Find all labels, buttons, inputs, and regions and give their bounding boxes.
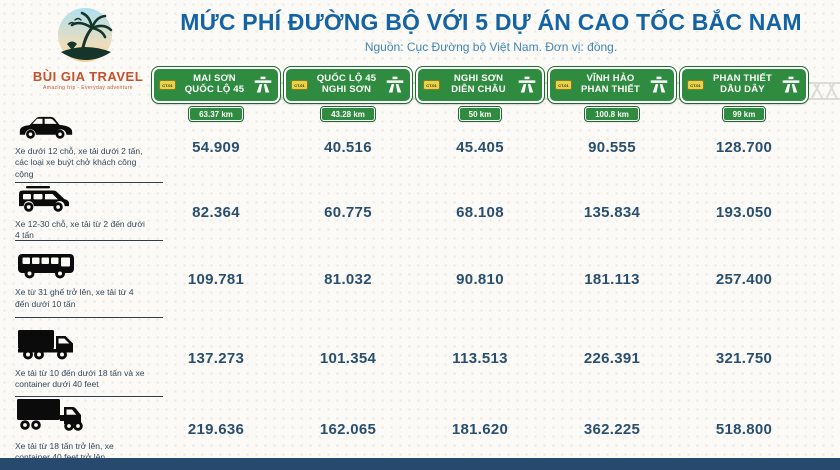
highway-icon <box>650 76 668 93</box>
fee-value: 90.555 <box>588 138 636 156</box>
logo-name: BÙI GIA TRAVEL <box>32 69 144 84</box>
sign-line1: MAI SƠN <box>193 73 236 85</box>
fee-value: 321.750 <box>715 349 773 367</box>
row-divider <box>15 396 163 397</box>
vehicle-label: Xe 12-30 chỗ, xe tải từ 2 đến dưới 4 tấn <box>15 218 145 240</box>
row-divider <box>15 240 163 241</box>
sign-line1: QUỐC LỘ 45 <box>316 73 377 85</box>
sign-line2: QUỐC LỘ 45 <box>184 84 245 95</box>
distance-badge: 99 km <box>721 106 767 122</box>
table-row-van: Xe 12-30 chỗ, xe tải từ 2 đến dưới 4 tấn… <box>0 184 840 240</box>
row-divider <box>15 317 163 318</box>
sign-line1: VĨNH HẢO <box>586 73 635 85</box>
vehicle-label: Xe tải từ 18 tấn trở lên, xe container 4… <box>15 440 114 462</box>
column-header-vinh-hao-phan-thiet: CT.01 VĨNH HẢO PHAN THIẾT 100.8 km <box>546 66 678 122</box>
fee-value: 226.391 <box>583 349 641 367</box>
route-number-badge: CT.01 <box>687 80 704 90</box>
fee-value: 128.700 <box>715 138 773 156</box>
column-header-mai-son-ql45: CT.01 MAI SƠN QUỐC LỘ 45 63.37 km <box>150 66 282 122</box>
fee-value: 181.620 <box>451 420 509 438</box>
fee-value: 81.032 <box>324 271 372 288</box>
column-headers: CT.01 MAI SƠN QUỐC LỘ 45 63.37 km CT.01 Q… <box>150 66 810 122</box>
fee-value: 40.516 <box>324 138 372 156</box>
highway-icon <box>386 76 404 93</box>
highway-icon <box>254 76 272 93</box>
fee-value: 60.775 <box>324 203 372 221</box>
sign-line1: NGHI SƠN <box>453 73 504 85</box>
fee-value: 109.781 <box>187 271 245 288</box>
distance-badge: 43.28 km <box>320 106 376 122</box>
vehicle-label: Xe dưới 12 chỗ, xe tải dưới 2 tấn, các l… <box>15 145 143 179</box>
logo-tagline: Amazing trip - Everyday adventure <box>43 85 133 91</box>
sign-line2: PHAN THIẾT <box>581 84 640 95</box>
fee-value: 45.405 <box>456 138 504 156</box>
table-row-semi-truck: Xe tải từ 18 tấn trở lên, xe container 4… <box>0 398 840 462</box>
palm-island-logo-icon <box>58 8 113 62</box>
fee-value: 181.113 <box>584 271 640 288</box>
column-header-nghi-son-dien-chau: CT.01 NGHI SƠN DIỄN CHÂU 50 km <box>414 66 546 122</box>
fee-value: 54.909 <box>192 138 240 156</box>
fee-value: 193.050 <box>715 203 773 221</box>
fee-value: 113.513 <box>452 349 508 367</box>
fee-value: 135.834 <box>583 203 641 221</box>
fee-value: 90.810 <box>456 271 504 288</box>
fee-value: 219.636 <box>187 420 245 438</box>
expressway-sign: CT.01 MAI SƠN QUỐC LỘ 45 <box>151 66 281 104</box>
bus-icon <box>18 254 74 279</box>
highway-icon <box>518 76 536 93</box>
sign-line2: NGHI SƠN <box>321 84 372 95</box>
header: MỨC PHÍ ĐƯỜNG BỘ VỚI 5 DỰ ÁN CAO TỐC BẮC… <box>150 9 832 54</box>
car-icon <box>19 116 73 139</box>
route-number-badge: CT.01 <box>291 80 308 90</box>
logo: BÙI GIA TRAVEL Amazing trip - Everyday a… <box>22 4 154 91</box>
fee-value: 82.364 <box>192 203 240 221</box>
distance-badge: 100.8 km <box>584 106 640 122</box>
fee-value: 257.400 <box>715 271 773 288</box>
vehicle-label: Xe từ 31 ghế trở lên, xe tải từ 4 đến dư… <box>15 287 134 309</box>
distance-badge: 63.37 km <box>188 106 244 122</box>
expressway-sign: CT.01 PHAN THIẾT DẦU DÂY <box>679 66 809 104</box>
vehicle-label: Xe tải từ 10 đến dưới 18 tấn và xe conta… <box>15 367 145 389</box>
sign-line2: DẦU DÂY <box>720 84 765 95</box>
table-row-bus: Xe từ 31 ghế trở lên, xe tải từ 4 đến dư… <box>0 242 840 317</box>
expressway-sign: CT.01 QUỐC LỘ 45 NGHI SƠN <box>283 66 413 104</box>
route-number-badge: CT.01 <box>423 80 440 90</box>
expressway-sign: CT.01 NGHI SƠN DIỄN CHÂU <box>415 66 545 104</box>
row-divider <box>15 182 163 183</box>
fee-value: 162.065 <box>319 420 377 438</box>
truck-icon <box>18 329 73 360</box>
column-header-phan-thiet-dau-day: CT.01 PHAN THIẾT DẦU DÂY 99 km <box>678 66 810 122</box>
van-icon <box>19 185 69 212</box>
fee-value: 101.354 <box>319 349 377 367</box>
distance-badge: 50 km <box>457 106 503 122</box>
table-row-car: Xe dưới 12 chỗ, xe tải dưới 2 tấn, các l… <box>0 112 840 182</box>
column-header-ql45-nghi-son: CT.01 QUỐC LỘ 45 NGHI SƠN 43.28 km <box>282 66 414 122</box>
fee-value: 518.800 <box>715 420 773 438</box>
fee-value: 68.108 <box>456 203 504 221</box>
table-row-truck: Xe tải từ 10 đến dưới 18 tấn và xe conta… <box>0 320 840 396</box>
semi-truck-icon <box>17 398 83 431</box>
highway-icon <box>782 76 800 93</box>
route-number-badge: CT.01 <box>159 80 176 90</box>
expressway-sign: CT.01 VĨNH HẢO PHAN THIẾT <box>547 66 677 104</box>
footer-accent-bar <box>0 458 840 470</box>
sign-line1: PHAN THIẾT <box>713 73 772 85</box>
fee-value: 137.273 <box>187 349 245 367</box>
page-title: MỨC PHÍ ĐƯỜNG BỘ VỚI 5 DỰ ÁN CAO TỐC BẮC… <box>180 9 802 35</box>
fee-value: 362.225 <box>583 420 641 438</box>
route-number-badge: CT.01 <box>555 80 572 90</box>
sign-line2: DIỄN CHÂU <box>451 84 506 95</box>
source-subtitle: Nguồn: Cục Đường bộ Việt Nam. Đơn vị: đồ… <box>364 40 618 54</box>
